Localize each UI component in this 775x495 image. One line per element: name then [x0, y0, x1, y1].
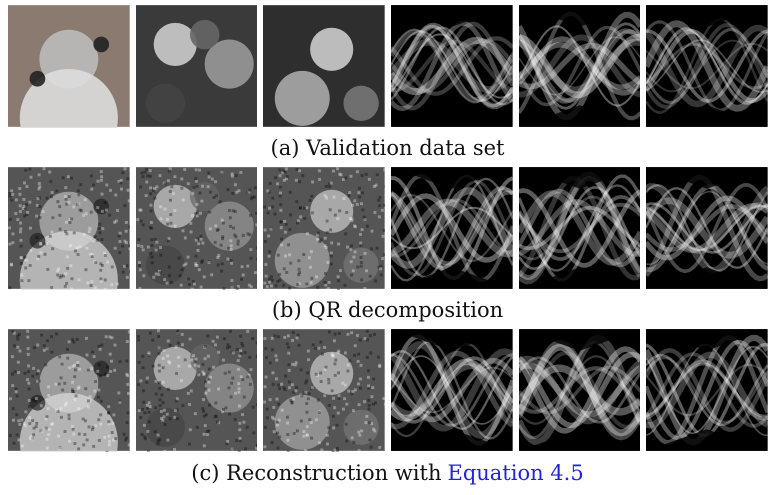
sinogram-image — [519, 166, 641, 290]
sinogram-image — [391, 166, 513, 290]
equation-link[interactable]: Equation 4.5 — [447, 461, 583, 485]
sinogram-image — [519, 328, 641, 452]
phantom-image — [136, 4, 258, 128]
image-row — [8, 166, 768, 290]
phantom-image — [263, 166, 385, 290]
phantom-image — [263, 4, 385, 128]
phantom-image — [8, 328, 130, 452]
sinogram-image — [391, 4, 513, 128]
caption: (a) Validation data set — [0, 136, 775, 160]
sinogram-image — [519, 4, 641, 128]
caption-text: (c) Reconstruction with — [191, 461, 441, 485]
phantom-image — [8, 4, 130, 128]
sinogram-image — [391, 328, 513, 452]
phantom-image — [8, 166, 130, 290]
sinogram-image — [646, 166, 768, 290]
caption: (b) QR decomposition — [0, 298, 775, 322]
image-row — [8, 328, 768, 452]
figure: (a) Validation data set (b) QR decomposi… — [0, 0, 775, 495]
phantom-image — [136, 328, 258, 452]
sinogram-image — [646, 328, 768, 452]
sinogram-image — [646, 4, 768, 128]
image-row — [8, 4, 768, 128]
phantom-image — [263, 328, 385, 452]
phantom-image — [136, 166, 258, 290]
